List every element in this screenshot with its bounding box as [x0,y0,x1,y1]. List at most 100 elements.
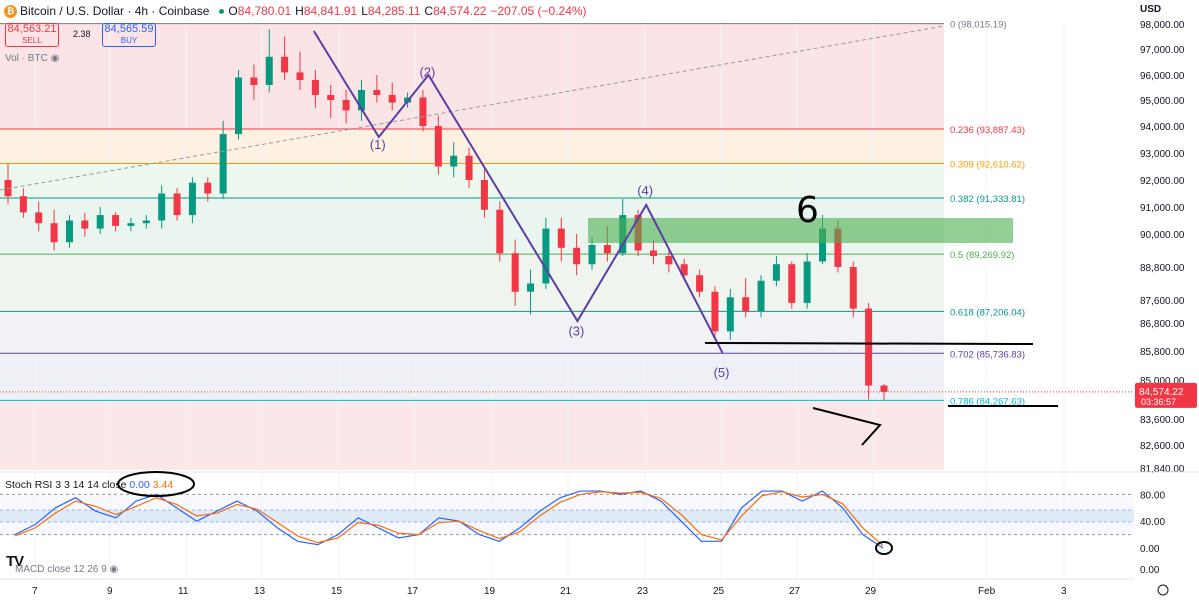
candle [665,250,673,273]
low-label: L [361,4,368,18]
time-tick: 3 [1061,586,1067,597]
candle [803,253,811,309]
high-label: H [295,4,304,18]
candle [419,90,427,132]
time-tick: 19 [484,586,496,597]
candle [173,188,181,221]
candle [557,217,565,262]
symbol-title[interactable]: Bitcoin / U.S. Dollar · 4h · Coinbase [20,4,210,18]
price-tick: 85,000.00 [1140,376,1185,387]
candle-body [342,100,350,111]
candle-body [281,56,289,73]
change-value: −207.05 (−0.24%) [490,4,587,18]
candle-body [235,77,243,135]
close-label: C [424,4,434,18]
circle-annotation [117,471,195,497]
candle [235,69,243,140]
time-tick: 23 [637,586,649,597]
candle-body [480,180,488,210]
eye-hidden-icon[interactable]: ◉ [109,564,119,575]
stoch-rsi-legend[interactable]: Stoch RSI 3 3 14 14 close 0.00 3.44 [5,479,173,491]
candle-body [434,126,442,167]
macd-name: MACD close 12 26 9 [15,564,107,575]
candle-body [158,193,166,221]
candle-body [204,182,212,194]
candle-body [588,245,596,265]
fib-label: 0.236 (93,887.43) [950,125,1025,136]
candle-body [757,280,765,312]
candle [542,217,550,289]
candle-body [834,228,842,267]
eye-hidden-icon[interactable]: ◉ [50,53,60,64]
candle-body [4,180,12,197]
fib-label: 0 (98,015.19) [950,20,1007,31]
candle-body [112,215,120,226]
buy-button[interactable]: 84,565.59 BUY [102,23,156,47]
volume-legend[interactable]: Vol · BTC ◉ [5,53,59,64]
stoch-k-value: 0.00 [129,479,150,491]
candle-body [742,297,750,312]
candle-body [327,95,335,100]
candle [527,269,535,315]
candle [50,209,58,251]
buy-price: 84,565.59 [104,23,154,35]
candle-body [96,215,104,229]
candle-body [173,193,181,216]
sell-button[interactable]: 84,563.21 SELL [5,23,59,47]
candle-body [665,256,673,265]
candle [388,82,396,111]
candle [219,120,227,199]
open-value: 84,780.01 [237,4,292,18]
candle-body [527,283,535,292]
candle [711,286,719,337]
candle-body [696,275,704,292]
candle-body [450,155,458,167]
candle-body [250,77,258,85]
candle-body [573,247,581,265]
time-tick: 13 [254,586,266,597]
candle-body [50,223,58,243]
candle [19,188,27,218]
candle [649,239,657,265]
candle [757,275,765,318]
candle [327,85,335,119]
stoch-d-value: 3.44 [152,479,174,491]
candle [865,302,873,400]
low-value: 84,285.11 [367,4,421,18]
spread-value: 2.38 [73,29,91,39]
candle [35,201,43,232]
candle-body [419,97,427,126]
candle-body [726,297,734,332]
candle [772,256,780,287]
rsi-tick: 0.00 [1140,544,1160,555]
price-tick: 95,000.00 [1140,96,1185,107]
currency-label[interactable]: USD [1140,4,1162,15]
stoch-rsi-name: Stoch RSI 3 3 14 14 close [5,479,127,491]
candle-body [19,196,27,213]
high-value: 84,841.91 [303,4,358,18]
price-tick: 91,000.00 [1140,203,1185,214]
open-label: O [228,4,238,18]
wave-label: (5) [714,365,730,380]
candle-body [357,90,365,111]
time-tick: 17 [407,586,419,597]
candle-body [819,228,827,262]
trend-line [0,25,945,191]
price-tick: 87,600.00 [1140,296,1185,307]
tradingview-logo-icon: TV [6,553,24,570]
candle [696,269,704,298]
candle-body [311,80,319,95]
candle [112,212,120,232]
candle [96,207,104,234]
time-tick: 27 [789,586,801,597]
market-open-icon [219,8,225,14]
candle-body [772,264,780,281]
candle-body [880,385,888,392]
candle-body [296,72,304,80]
volume-label: Vol · BTC [5,53,48,64]
price-tick: 86,800.00 [1140,319,1185,330]
candle [373,75,381,103]
macd-legend[interactable]: MACD close 12 26 9 ◉ [15,564,118,575]
